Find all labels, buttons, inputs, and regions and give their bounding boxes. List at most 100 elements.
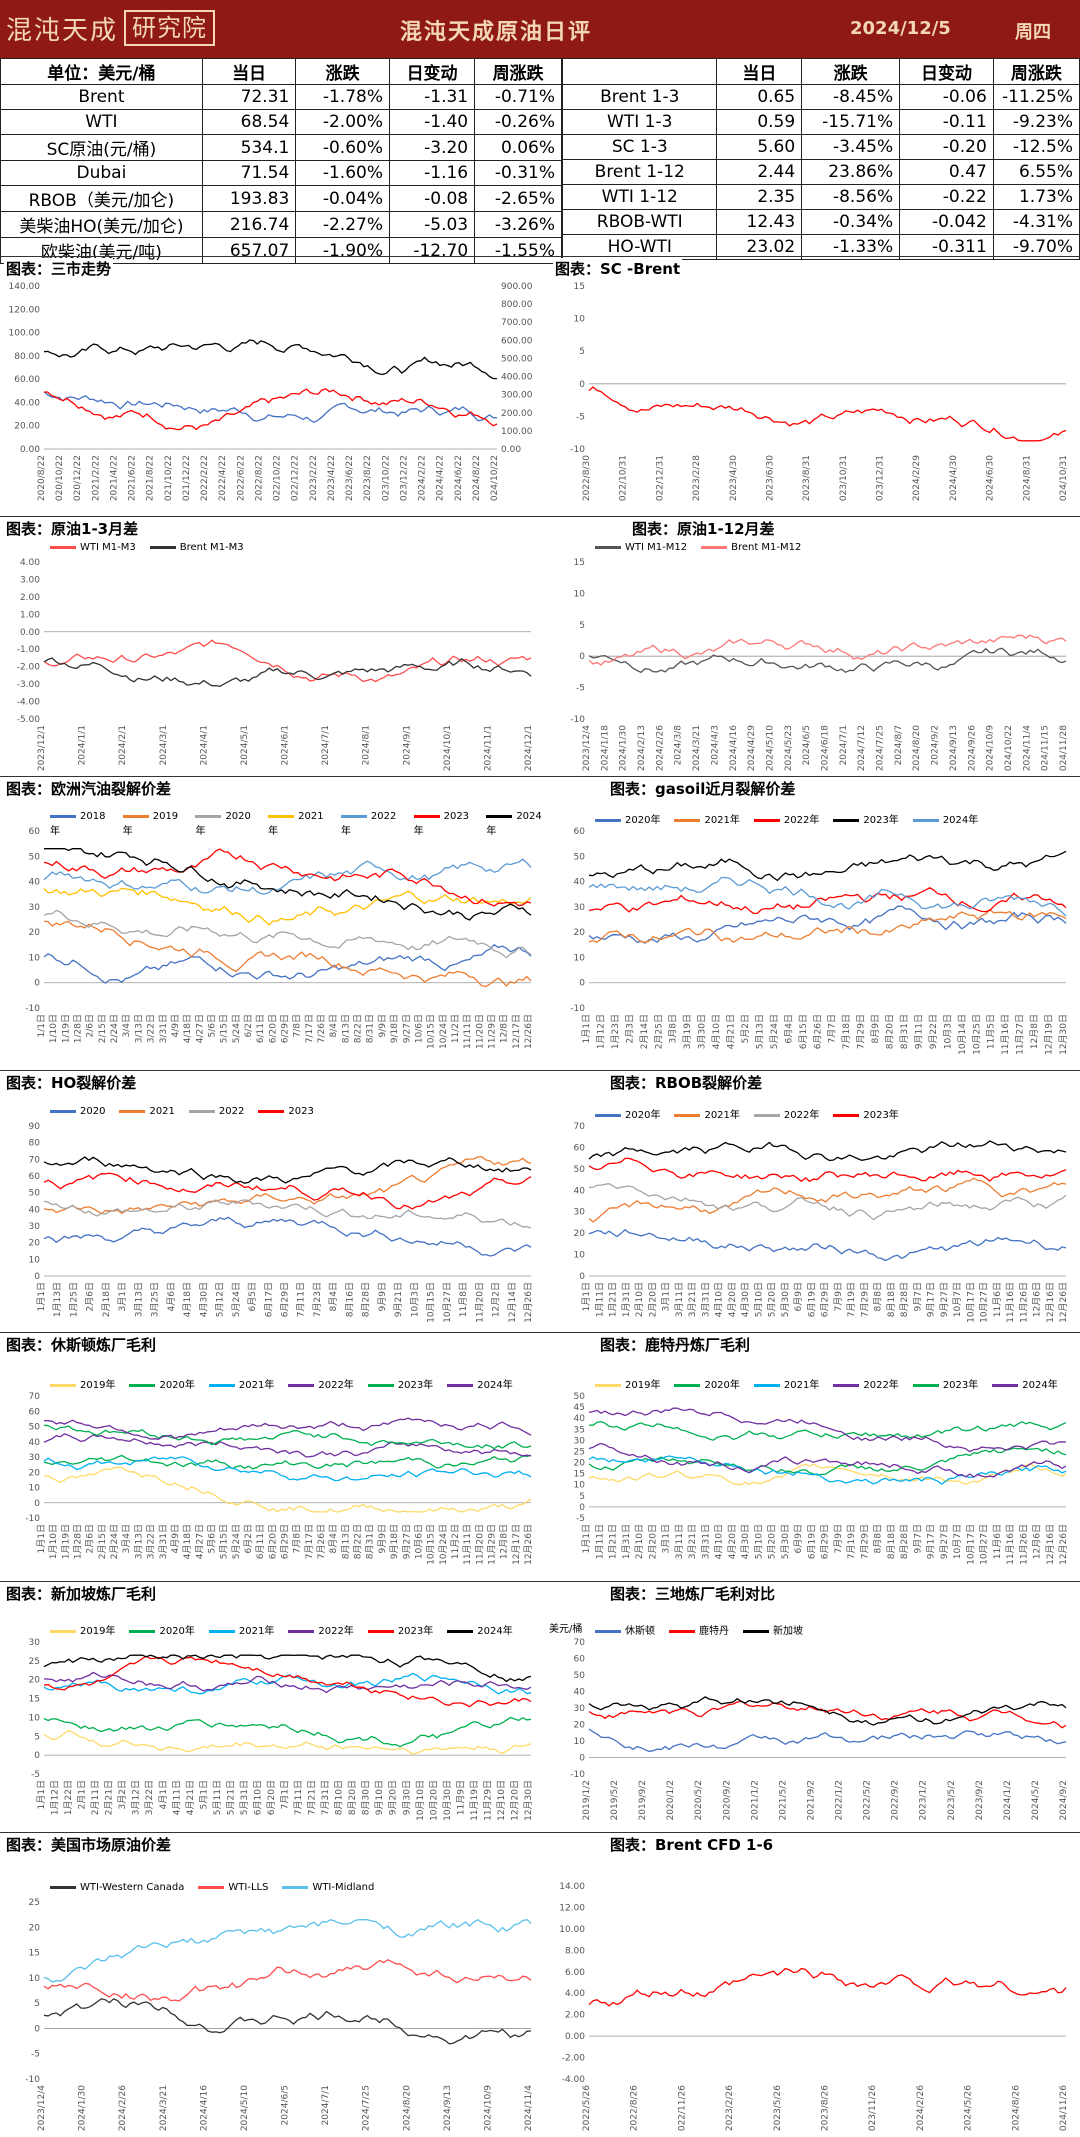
x-tick-label: 10/6日 <box>413 1014 424 1043</box>
legend-item: 2024年 <box>486 811 545 837</box>
x-tick-label: 12月26日 <box>1058 1524 1069 1565</box>
y-tick-label: 25 <box>29 1898 40 1908</box>
x-tick-label: 8月31日 <box>365 1524 376 1559</box>
series-line <box>43 657 532 687</box>
legend-label: 2020年 <box>625 1110 661 1121</box>
x-tick-label: 9月27日 <box>939 1282 950 1317</box>
x-tick-label: 8月20日 <box>885 1014 896 1049</box>
x-tick-label: 2021/12/22 <box>182 455 192 501</box>
chart-panel: 0.00 20.00 40.00 60.00 80.00 100.00 120.00 140.… <box>0 278 545 507</box>
y-tick-label: 3.00 <box>20 575 40 585</box>
x-tick-label: 2月1日 <box>77 1780 88 1809</box>
x-tick-label: 6月11日 <box>255 1524 266 1559</box>
x-tick-label: 1月21日 <box>608 1282 619 1317</box>
x-tick-label: 2021/9/2 <box>806 1780 816 1820</box>
chart-c3: -5.00 -4.00 -3.00 -2.00 -1.00 0.00 1.00 2.00 3.0… <box>17 558 534 771</box>
y-tick-label: 30 <box>29 1453 41 1463</box>
y-tick-label: 10 <box>29 1484 41 1494</box>
x-tick-label: 12月30日 <box>523 1780 534 1821</box>
x-tick-label: 2/6日 <box>85 1014 96 1038</box>
x-tick-label: 2024/10/9 <box>986 725 996 771</box>
legend-label: 2022年 <box>783 1110 820 1121</box>
legend-item: 2020年 <box>595 811 660 826</box>
x-tick-label: 2024/8/26 <box>1011 2085 1021 2131</box>
x-tick-label: 2024/8/22 <box>472 455 482 501</box>
legend-swatch <box>122 814 149 818</box>
x-tick-label: 4月21日 <box>185 1780 196 1815</box>
legend-swatch <box>188 1109 215 1113</box>
x-tick-label: 2024/11/4 <box>1022 725 1032 771</box>
x-tick-label: 3月2日 <box>117 1780 128 1809</box>
x-tick-label: 8月9日 <box>870 1014 881 1043</box>
legend-item: 2022年 <box>288 1376 354 1391</box>
legend-item: 2020年 <box>674 1376 740 1391</box>
x-tick-label: 2023/2/22 <box>309 455 319 501</box>
legend-item: 休斯顿 <box>595 1622 655 1637</box>
y-tick-label: 14.00 <box>559 1882 585 1892</box>
x-tick-label: 5月20日 <box>767 1524 778 1559</box>
section-title: 图表：gasoil近月裂解价差 <box>608 778 798 799</box>
y-tick-label: 40 <box>574 1414 586 1424</box>
legend-item: 2023年 <box>367 1622 433 1637</box>
y-tick-label: 4.00 <box>565 1989 585 1999</box>
legend-label: 2021年 <box>238 1626 275 1637</box>
legend-label: 2023年 <box>413 811 470 837</box>
legend-label: 新加坡 <box>773 1626 803 1637</box>
x-tick-label: 4月20日 <box>727 1282 738 1317</box>
x-tick-label: 11/20日 <box>474 1014 485 1049</box>
legend-item: 2022年 <box>753 811 819 826</box>
y2-tick-label: 200.00 <box>501 409 533 419</box>
legend-label: 2022年 <box>863 1380 899 1391</box>
table-cell: 0.06% <box>474 134 562 161</box>
legend-item: 2020年 <box>595 1106 660 1121</box>
legend-label: 2020年 <box>159 1626 195 1637</box>
series-line <box>43 909 532 959</box>
row-label: SC原油(元/桶) <box>0 134 203 161</box>
x-tick-label: 1月13日 <box>52 1282 63 1317</box>
table-cell: -11.25% <box>992 84 1080 110</box>
y-tick-label: 30 <box>574 1704 586 1714</box>
row-label: 美柴油HO(美元/加仑) <box>0 211 203 238</box>
x-tick-label: 2024/10/9 <box>483 2085 493 2131</box>
x-tick-label: 2023/12/4 <box>37 2085 47 2131</box>
chart-legend: 2020 2021 2022 2023 <box>50 1106 314 1117</box>
legend-swatch <box>701 545 728 549</box>
table-row: WTI 1-12 2.35 -8.56% -0.22 1.73% <box>561 184 1080 210</box>
x-tick-label: 9月9日 <box>377 1524 388 1553</box>
x-tick-label: 6月29日 <box>820 1524 831 1559</box>
x-tick-label: 10月15日 <box>426 1282 437 1323</box>
table-header-cell: 周涨跌 <box>992 58 1080 85</box>
y-tick-label: 45 <box>574 1403 585 1413</box>
table-cell: -0.06 <box>899 84 994 110</box>
y-tick-label: 90 <box>29 1122 41 1132</box>
y-tick-label: 15 <box>574 1470 585 1480</box>
table-cell: -0.042 <box>899 209 994 235</box>
table-cell: -9.23% <box>992 109 1080 135</box>
y-tick-label: 120.00 <box>9 305 41 315</box>
legend-label: 2021年 <box>268 811 324 837</box>
legend-swatch <box>50 545 76 549</box>
series-line <box>588 386 1067 442</box>
x-tick-label: 2020/8/22 <box>37 455 47 501</box>
y-tick-label: 15 <box>29 1949 40 1959</box>
x-tick-label: 4月18日 <box>182 1524 193 1559</box>
x-tick-label: 2024/5/2 <box>1031 1780 1041 1820</box>
x-tick-label: 11月11日 <box>462 1524 473 1565</box>
y-tick-label: 10 <box>574 1251 586 1261</box>
series-line <box>588 1447 1067 1476</box>
legend-label: 2019年 <box>122 811 179 837</box>
y-tick-label: 70 <box>574 1638 586 1648</box>
x-tick-label: 4/27日 <box>194 1014 205 1043</box>
legend-item: 2024年 <box>912 811 978 826</box>
section-title: 图表：休斯顿炼厂毛利 <box>4 1334 159 1355</box>
x-tick-label: 8月28日 <box>899 1524 910 1559</box>
table-cell: -8.45% <box>801 84 901 110</box>
x-tick-label: 2022/11/26 <box>677 2085 687 2131</box>
legend-swatch <box>50 1109 76 1113</box>
y-tick-label: 0 <box>34 1751 40 1761</box>
y-tick-label: 60 <box>574 1143 586 1153</box>
x-tick-label: 7/26日 <box>316 1014 327 1043</box>
x-tick-label: 5月10日 <box>753 1282 764 1317</box>
series-line <box>588 908 1067 943</box>
